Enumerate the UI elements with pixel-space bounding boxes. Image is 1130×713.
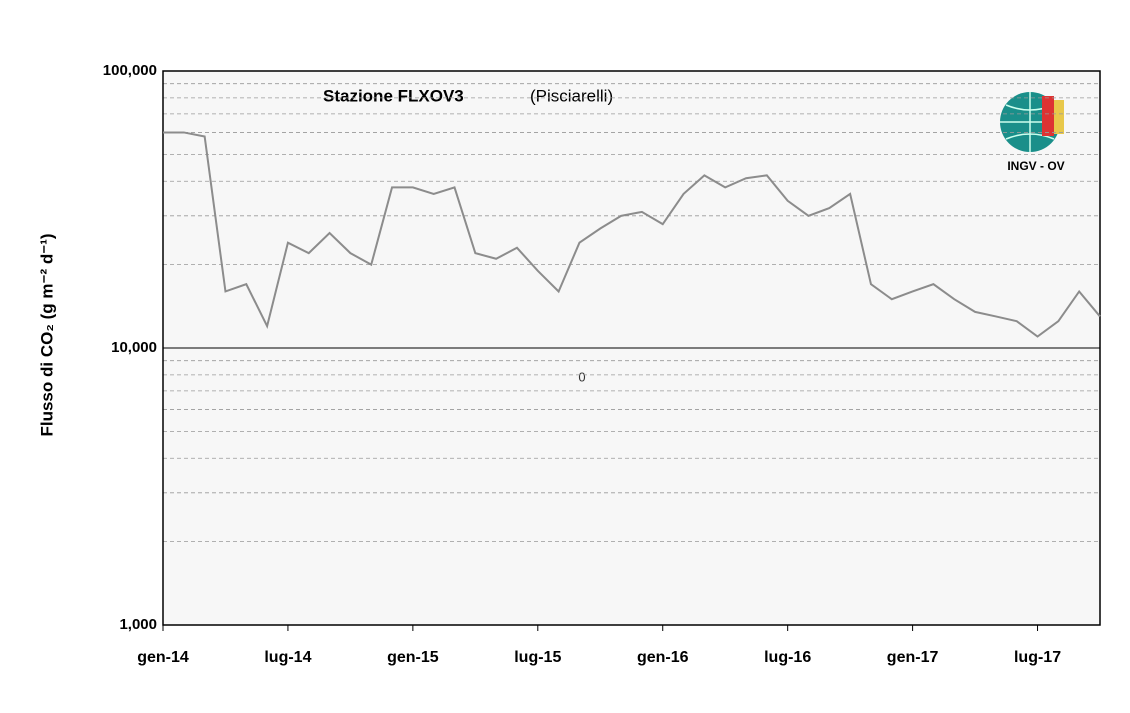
y-axis-label: Flusso di CO₂ (g m⁻² d⁻¹) [37, 233, 56, 436]
x-tick-label: lug-16 [764, 649, 811, 666]
x-tick-label: lug-17 [1014, 649, 1061, 666]
logo-block [1054, 100, 1064, 134]
chart-subtitle: (Pisciarelli) [530, 86, 613, 105]
logo-block [1042, 96, 1054, 136]
y-tick-label: 1,000 [119, 616, 157, 633]
y-tick-label: 100,000 [103, 62, 157, 79]
y-tick-label: 10,000 [111, 339, 157, 356]
x-tick-label: lug-15 [514, 649, 561, 666]
logo-text: INGV - OV [1007, 159, 1064, 173]
annotation: 0 [578, 369, 585, 384]
x-tick-label: gen-15 [387, 649, 439, 666]
data-line [163, 131, 1101, 338]
chart-title: Stazione FLXOV3 [323, 86, 464, 105]
x-tick-label: gen-17 [887, 649, 939, 666]
logo-lines [1000, 92, 1060, 152]
x-tick-label: gen-16 [637, 649, 689, 666]
x-tick-label: lug-14 [264, 649, 311, 666]
x-tick-label: gen-14 [137, 649, 189, 666]
plot-frame [162, 70, 1101, 626]
logo: INGV - OV [1000, 92, 1065, 173]
